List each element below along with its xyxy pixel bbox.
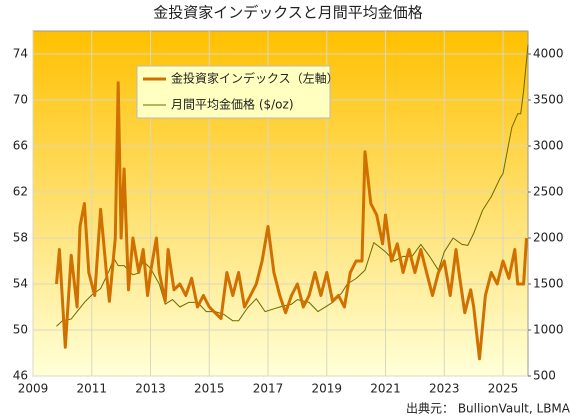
x-tick-label: 2017 xyxy=(253,382,284,396)
y-tick-label: 58 xyxy=(13,231,28,245)
x-tick-label: 2019 xyxy=(311,382,342,396)
x-tick-label: 2009 xyxy=(18,382,49,396)
y-tick-label: 70 xyxy=(13,93,28,107)
x-tick-label: 2025 xyxy=(488,382,519,396)
y-tick-label: 62 xyxy=(13,185,28,199)
series-line xyxy=(55,81,528,361)
y-tick-label: 66 xyxy=(13,139,28,153)
y2-tick-label: 2000 xyxy=(533,231,564,245)
y2-tick-label: 1000 xyxy=(533,323,564,337)
y-tick-label: 54 xyxy=(13,277,28,291)
legend-label: 金投資家インデックス（左軸） xyxy=(171,71,339,86)
y2-tick-label: 3500 xyxy=(533,93,564,107)
y2-tick-label: 3000 xyxy=(533,139,564,153)
x-tick-label: 2011 xyxy=(76,382,107,396)
y-tick-label: 74 xyxy=(13,47,28,61)
y2-tick-label: 2500 xyxy=(533,185,564,199)
y2-tick-label: 500 xyxy=(533,369,556,383)
x-tick-label: 2013 xyxy=(135,382,166,396)
y-tick-label: 50 xyxy=(13,323,28,337)
source: 出典元： BullionVault, LBMA xyxy=(406,402,571,416)
x-tick-label: 2015 xyxy=(194,382,225,396)
y-tick-label: 46 xyxy=(13,369,28,383)
chart-title: 金投資家インデックスと月間平均金価格 xyxy=(153,4,423,22)
legend-label: 月間平均金価格 ($/oz) xyxy=(171,97,294,112)
x-tick-label: 2023 xyxy=(429,382,460,396)
y2-tick-label: 4000 xyxy=(533,47,564,61)
legend xyxy=(136,65,331,119)
x-tick-label: 2021 xyxy=(370,382,401,396)
lines xyxy=(55,44,529,361)
y2-tick-label: 1500 xyxy=(533,277,564,291)
